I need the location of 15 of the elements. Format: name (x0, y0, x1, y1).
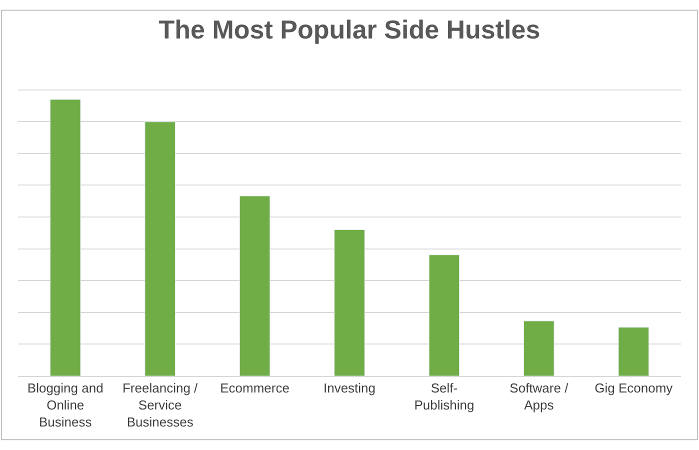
x-tick-label: Blogging and Online Business (27, 380, 104, 430)
bar (428, 254, 460, 376)
x-tick-label: Software / Apps (510, 380, 569, 412)
bar (50, 99, 81, 376)
bar (334, 229, 365, 376)
x-tick-label: Ecommerce (220, 380, 290, 396)
chart-title: The Most Popular Side Hustles (158, 14, 540, 44)
x-tick-label: Self-Publishing (414, 380, 474, 412)
bar (618, 327, 650, 376)
x-tick-label: Gig Economy (594, 380, 674, 396)
x-tick-label: Investing (323, 380, 376, 396)
bar (524, 320, 554, 376)
x-tick-label: Freelancing / Service Businesses (122, 380, 198, 430)
bar (144, 122, 176, 376)
bar (239, 196, 270, 376)
